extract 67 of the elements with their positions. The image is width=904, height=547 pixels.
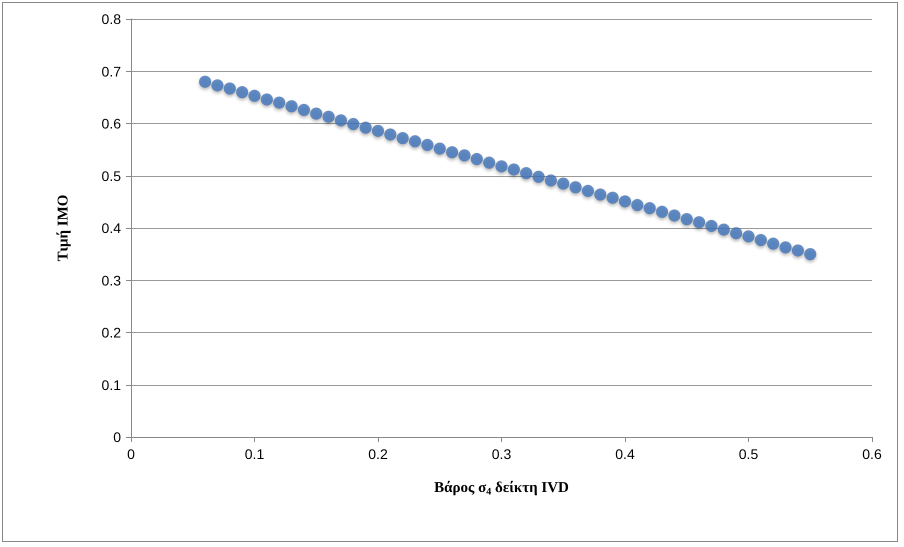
point [384, 128, 397, 141]
point [594, 188, 607, 201]
y-tick-label: 0 [113, 429, 122, 445]
point [569, 181, 582, 194]
point [298, 104, 310, 116]
x-tick-label: 0.6 [862, 446, 882, 462]
point [310, 107, 322, 120]
point [334, 114, 348, 127]
point [236, 86, 248, 98]
point [446, 146, 458, 158]
point [680, 212, 693, 226]
point [618, 195, 632, 208]
point [705, 220, 718, 232]
point [285, 100, 298, 113]
point [372, 124, 384, 138]
point [804, 248, 816, 260]
point [396, 132, 409, 144]
point [792, 244, 804, 257]
y-tick-label: 0.4 [102, 220, 122, 236]
y-tick-label: 0.5 [102, 168, 122, 184]
point [260, 93, 274, 106]
point [606, 191, 619, 204]
point [347, 118, 360, 130]
x-tick-label: 0.1 [244, 446, 264, 462]
point [482, 156, 496, 169]
point [766, 237, 780, 250]
x-tick-label: 0 [127, 446, 136, 462]
point [272, 96, 286, 109]
x-tick-label: 0.5 [738, 446, 758, 462]
point [668, 209, 681, 222]
point [470, 152, 484, 166]
point [211, 79, 224, 92]
y-tick-label: 0.6 [102, 116, 122, 132]
y-tick-label: 0.7 [102, 63, 122, 80]
point [434, 142, 446, 155]
point [643, 202, 656, 214]
point [508, 163, 520, 176]
point [631, 198, 644, 212]
x-tick-label: 0.2 [368, 446, 388, 462]
point [248, 90, 261, 102]
point [408, 135, 422, 148]
point [742, 230, 755, 243]
point [718, 223, 730, 236]
point [656, 206, 668, 218]
y-tick-label: 0.3 [102, 272, 122, 288]
y-axis-title: Τιμή IMO [56, 194, 72, 262]
point [582, 184, 594, 198]
y-tick-label: 0.2 [102, 324, 122, 340]
point [458, 149, 471, 162]
point [359, 121, 372, 134]
point [421, 138, 434, 152]
point [557, 177, 570, 190]
point [495, 160, 508, 173]
point [322, 110, 335, 123]
point [730, 226, 742, 240]
x-tick-label: 0.3 [492, 446, 512, 462]
point [692, 216, 706, 228]
point [779, 241, 792, 254]
point [520, 166, 532, 180]
y-tick-label: 0.8 [102, 11, 122, 27]
y-tick-label: 0.1 [102, 376, 122, 393]
x-tick-label: 0.4 [615, 446, 635, 462]
point [532, 170, 545, 184]
point [224, 82, 236, 95]
point [544, 174, 558, 187]
point [754, 234, 768, 246]
point [198, 75, 212, 88]
